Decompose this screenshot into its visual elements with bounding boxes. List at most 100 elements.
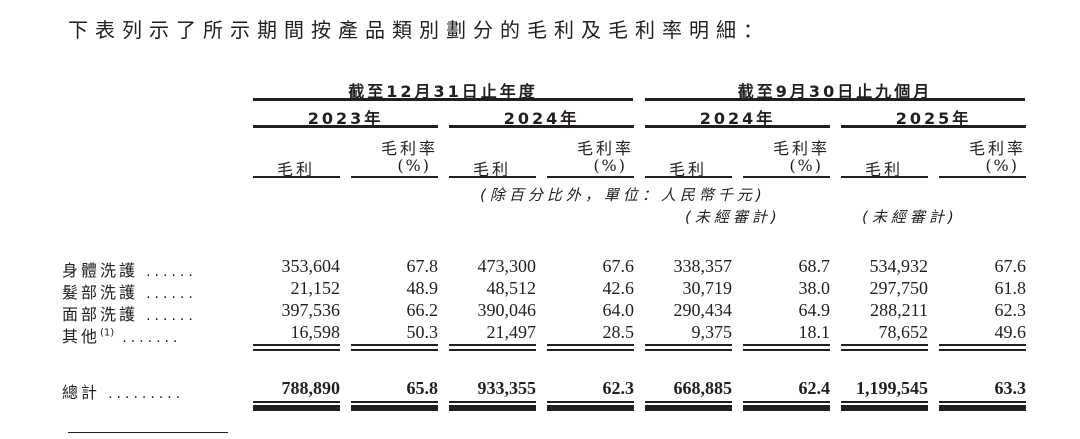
total-cell: 63.3	[994, 378, 1027, 398]
table-cell: 50.3	[406, 322, 439, 342]
total-double-rule	[253, 401, 340, 407]
total-double-rule	[939, 401, 1026, 407]
year-header: 2024年	[503, 109, 580, 128]
table-cell: 288,211	[870, 300, 928, 320]
table-cell: 66.2	[406, 300, 439, 320]
gross-profit-header: 毛利	[472, 160, 511, 179]
table-cell: 473,300	[477, 256, 537, 276]
table-cell: 28.5	[602, 322, 635, 342]
row-label: 面部洗護 ......	[62, 301, 197, 325]
row-label-text: 其他	[62, 327, 101, 346]
table-cell: 68.7	[798, 256, 831, 276]
margin-header: 毛利率	[576, 139, 634, 158]
table-cell: 21,152	[290, 278, 341, 298]
table-cell: 9,375	[691, 322, 733, 342]
gross-profit-header: 毛利	[276, 160, 315, 179]
table-cell: 61.8	[994, 278, 1027, 298]
subtotal-rule	[449, 344, 536, 351]
table-cell: 534,932	[869, 256, 929, 276]
unaudited-note-2025: (未經審計)	[862, 208, 958, 226]
table-cell: 48,512	[486, 278, 537, 298]
total-cell: 668,885	[673, 378, 733, 398]
total-double-rule	[351, 401, 438, 407]
table-cell: 49.6	[994, 322, 1027, 342]
total-double-rule	[841, 401, 928, 407]
table-cell: 62.3	[994, 300, 1027, 320]
table-cell: 78,652	[878, 322, 929, 342]
table-cell: 18.1	[798, 322, 831, 342]
leader-dots: ......	[146, 308, 197, 324]
column-rule	[645, 176, 732, 178]
subtotal-rule	[253, 344, 340, 351]
margin-unit-header: (%)	[397, 156, 431, 175]
table-cell: 353,604	[281, 256, 341, 276]
subtotal-rule	[743, 344, 830, 351]
table-cell: 67.6	[994, 256, 1027, 276]
row-label-text: 面部洗護	[62, 305, 139, 324]
total-label: 總計 .........	[62, 379, 184, 403]
table-cell: 338,357	[673, 256, 733, 276]
margin-unit-header: (%)	[789, 156, 823, 175]
year-rule	[253, 125, 438, 128]
year-rule	[449, 125, 634, 128]
unaudited-note-2024: (未經審計)	[685, 208, 781, 226]
gross-profit-header: 毛利	[864, 160, 903, 179]
year-rule	[645, 125, 830, 128]
year-header: 2025年	[895, 109, 972, 128]
row-label-text: 髮部洗護	[62, 283, 139, 302]
table-cell: 48.9	[406, 278, 439, 298]
total-double-rule	[449, 401, 536, 407]
intro-text: 下表列示了所示期間按產品類別劃分的毛利及毛利率明細：	[68, 18, 770, 42]
margin-unit-header: (%)	[593, 156, 627, 175]
row-label: 身體洗護 ......	[62, 257, 197, 281]
leader-dots: .........	[108, 386, 185, 402]
margin-header: 毛利率	[772, 139, 830, 158]
total-cell: 933,355	[477, 378, 537, 398]
subtotal-rule	[841, 344, 928, 351]
group-header-fy: 截至12月31日止年度	[348, 82, 538, 101]
table-cell: 16,598	[290, 322, 341, 342]
table-cell: 67.6	[602, 256, 635, 276]
total-double-rule	[645, 401, 732, 407]
total-double-rule	[743, 401, 830, 407]
group-rule	[253, 98, 633, 101]
leader-dots: ......	[146, 264, 197, 280]
row-label-text: 身體洗護	[62, 261, 139, 280]
margin-header: 毛利率	[968, 139, 1026, 158]
total-cell: 62.4	[798, 378, 831, 398]
column-rule	[841, 176, 928, 178]
table-cell: 397,536	[281, 300, 341, 320]
subtotal-rule	[939, 344, 1026, 351]
subtotal-rule	[645, 344, 732, 351]
total-cell: 1,199,545	[856, 378, 928, 398]
column-rule	[449, 176, 536, 178]
table-cell: 42.6	[602, 278, 635, 298]
footnote-ref: (1)	[100, 327, 115, 339]
column-rule	[939, 176, 1026, 178]
table-cell: 30,719	[682, 278, 733, 298]
total-cell: 65.8	[406, 378, 439, 398]
table-cell: 297,750	[869, 278, 929, 298]
row-label: 髮部洗護 ......	[62, 279, 197, 303]
group-rule	[645, 98, 1025, 101]
leader-dots: .......	[122, 330, 182, 346]
total-label-text: 總計	[62, 383, 101, 402]
table-cell: 21,497	[486, 322, 537, 342]
table-cell: 38.0	[798, 278, 831, 298]
gross-profit-header: 毛利	[668, 160, 707, 179]
total-cell: 788,890	[281, 378, 341, 398]
table-cell: 390,046	[477, 300, 537, 320]
leader-dots: ......	[146, 286, 197, 302]
total-double-rule	[547, 401, 634, 407]
unit-note: (除百分比外，單位：人民幣千元)	[480, 186, 766, 204]
subtotal-rule	[351, 344, 438, 351]
table-cell: 67.8	[406, 256, 439, 276]
year-rule	[841, 125, 1026, 128]
column-rule	[253, 176, 340, 178]
column-rule	[743, 176, 830, 178]
footnote-rule	[68, 432, 228, 433]
row-label: 其他(1) .......	[62, 323, 181, 347]
column-rule	[547, 176, 634, 178]
total-cell: 62.3	[602, 378, 635, 398]
